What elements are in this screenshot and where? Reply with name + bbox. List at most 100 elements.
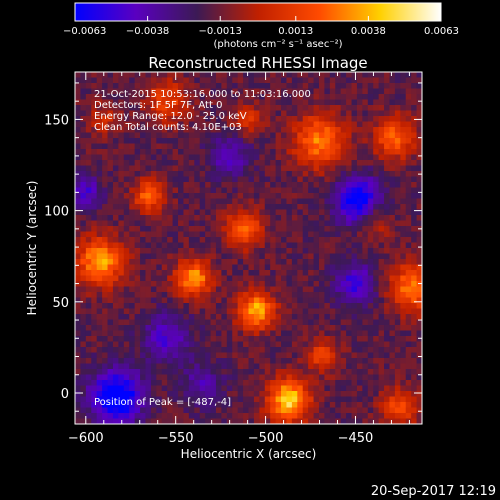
heatmap-cell: [389, 171, 396, 178]
heatmap-cell: [346, 281, 353, 288]
heatmap-cell: [297, 347, 304, 354]
heatmap-cell: [302, 270, 309, 277]
heatmap-cell: [362, 204, 369, 211]
heatmap-cell: [80, 292, 87, 299]
heatmap-cell: [243, 396, 250, 403]
heatmap-cell: [297, 275, 304, 282]
heatmap-cell: [118, 110, 125, 117]
heatmap-cell: [140, 94, 147, 101]
heatmap-cell: [123, 413, 130, 420]
heatmap-cell: [308, 116, 315, 123]
heatmap-cell: [259, 132, 266, 139]
heatmap-cell: [384, 352, 391, 359]
heatmap-cell: [167, 248, 174, 255]
heatmap-cell: [405, 248, 412, 255]
heatmap-cell: [291, 358, 298, 365]
heatmap-cell: [232, 286, 239, 293]
heatmap-cell: [112, 358, 119, 365]
colorbar: −0.0063 −0.0038 −0.0013 0.0013 0.0038 0.0063 …: [63, 2, 459, 50]
heatmap-cell: [351, 149, 358, 156]
heatmap-cell: [367, 138, 374, 145]
heatmap-cell: [183, 281, 190, 288]
heatmap-cell: [346, 308, 353, 315]
heatmap-cell: [329, 418, 336, 424]
heatmap-cell: [129, 297, 136, 304]
heatmap-cell: [226, 187, 233, 194]
heatmap-cell: [102, 182, 109, 189]
heatmap-cell: [221, 325, 228, 332]
heatmap-cell: [253, 352, 260, 359]
heatmap-cell: [318, 171, 325, 178]
heatmap-cell: [145, 105, 152, 112]
heatmap-cell: [194, 220, 201, 227]
heatmap-cell: [340, 143, 347, 150]
heatmap-cell: [253, 138, 260, 145]
heatmap-cell: [362, 248, 369, 255]
heatmap-cell: [183, 259, 190, 266]
heatmap-cell: [394, 330, 401, 337]
heatmap-cell: [302, 402, 309, 409]
heatmap-cell: [248, 171, 255, 178]
heatmap-cell: [373, 154, 380, 161]
heatmap-cell: [123, 402, 130, 409]
heatmap-cell: [373, 94, 380, 101]
heatmap-cell: [286, 308, 293, 315]
heatmap-cell: [237, 231, 244, 238]
heatmap-cell: [107, 330, 114, 337]
heatmap-cell: [400, 336, 407, 343]
heatmap-cell: [129, 369, 136, 376]
heatmap-cell: [210, 363, 217, 370]
heatmap-cell: [232, 374, 239, 381]
heatmap-cell: [199, 402, 206, 409]
heatmap-cell: [362, 374, 369, 381]
heatmap-cell: [183, 143, 190, 150]
heatmap-cell: [118, 209, 125, 216]
heatmap-cell: [318, 242, 325, 249]
heatmap-cell: [80, 110, 87, 117]
heatmap-cell: [389, 407, 396, 414]
heatmap-cell: [145, 182, 152, 189]
heatmap-cell: [167, 187, 174, 194]
heatmap-cell: [96, 347, 103, 354]
heatmap-cell: [335, 259, 342, 266]
heatmap-cell: [362, 286, 369, 293]
heatmap-cell: [210, 226, 217, 233]
heatmap-cell: [389, 116, 396, 123]
heatmap-cell: [389, 132, 396, 139]
heatmap-cell: [275, 407, 282, 414]
heatmap-cell: [221, 127, 228, 134]
heatmap-cell: [297, 132, 304, 139]
heatmap-cell: [188, 253, 195, 260]
heatmap-cell: [178, 264, 185, 271]
heatmap-cell: [351, 358, 358, 365]
heatmap-cell: [367, 253, 374, 260]
heatmap-cell: [253, 308, 260, 315]
heatmap-cell: [389, 204, 396, 211]
heatmap-cell: [210, 314, 217, 321]
heatmap-cell: [302, 391, 309, 398]
heatmap-cell: [102, 303, 109, 310]
heatmap-cell: [102, 193, 109, 200]
heatmap-cell: [411, 259, 418, 266]
heatmap-cell: [356, 99, 363, 106]
heatmap-cell: [302, 253, 309, 260]
heatmap-cell: [85, 171, 92, 178]
heatmap-cell: [329, 275, 336, 282]
heatmap-cell: [318, 396, 325, 403]
heatmap-cell: [75, 143, 82, 150]
heatmap-cell: [96, 396, 103, 403]
heatmap-cell: [226, 94, 233, 101]
heatmap-cell: [264, 275, 271, 282]
heatmap-cell: [270, 171, 277, 178]
heatmap-cell: [362, 220, 369, 227]
heatmap-cell: [367, 264, 374, 271]
heatmap-cell: [281, 204, 288, 211]
heatmap-cell: [308, 187, 315, 194]
heatmap-cell: [394, 110, 401, 117]
heatmap-cell: [140, 385, 147, 392]
heatmap-cell: [145, 198, 152, 205]
heatmap-cell: [140, 160, 147, 167]
heatmap-cell: [205, 292, 212, 299]
heatmap-cell: [123, 127, 130, 134]
heatmap-cell: [248, 391, 255, 398]
